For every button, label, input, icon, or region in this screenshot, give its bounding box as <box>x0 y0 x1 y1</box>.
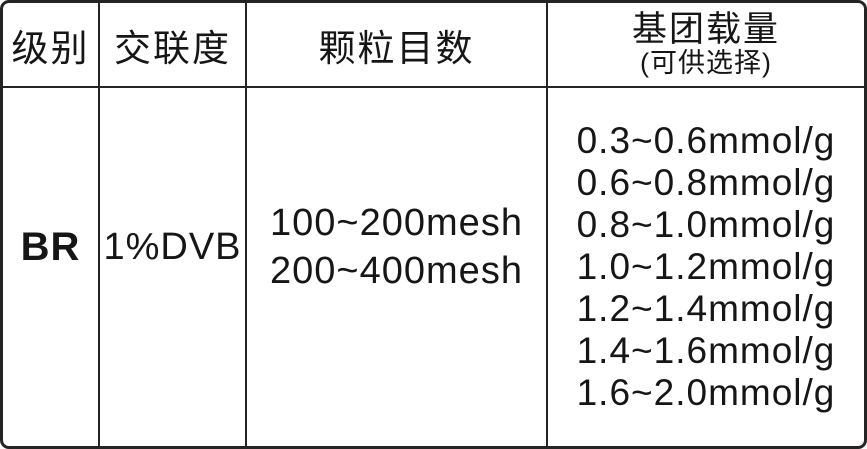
loading-option-item: 1.0~1.2mmol/g <box>576 246 836 287</box>
header-label-mesh: 颗粒目数 <box>318 27 475 69</box>
mesh-size-item: 200~400mesh <box>270 250 523 292</box>
header-cell-grade: 级别 <box>3 3 100 88</box>
loading-option-item: 0.3~0.6mmol/g <box>576 120 836 161</box>
header-sublabel-loading: (可供选择) <box>640 47 772 78</box>
mesh-list: 100~200mesh 200~400mesh <box>270 199 523 295</box>
body-cell-grade: BR <box>3 88 100 446</box>
crosslink-value: 1%DVB <box>103 225 242 268</box>
body-cell-loading: 0.3~0.6mmol/g 0.6~0.8mmol/g 0.8~1.0mmol/… <box>548 88 864 446</box>
body-cell-mesh: 100~200mesh 200~400mesh <box>247 88 548 446</box>
header-label-crosslink: 交联度 <box>114 27 231 69</box>
body-cell-crosslink: 1%DVB <box>100 88 247 446</box>
header-loading-stack: 基团载量 (可供选择) <box>631 9 780 78</box>
loading-option-item: 1.6~2.0mmol/g <box>576 372 836 413</box>
loading-option-item: 1.2~1.4mmol/g <box>576 288 836 329</box>
mesh-size-item: 100~200mesh <box>270 202 523 244</box>
header-cell-crosslink: 交联度 <box>100 3 247 88</box>
loading-option-item: 0.8~1.0mmol/g <box>576 204 836 245</box>
loading-option-item: 1.4~1.6mmol/g <box>576 330 836 371</box>
loading-options-list: 0.3~0.6mmol/g 0.6~0.8mmol/g 0.8~1.0mmol/… <box>577 120 836 414</box>
header-cell-loading: 基团载量 (可供选择) <box>548 3 864 88</box>
header-cell-mesh: 颗粒目数 <box>247 3 548 88</box>
header-label-grade: 级别 <box>11 27 90 69</box>
grade-value: BR <box>20 224 81 269</box>
loading-option-item: 0.6~0.8mmol/g <box>576 162 836 203</box>
header-label-loading: 基团载量 <box>631 9 780 49</box>
